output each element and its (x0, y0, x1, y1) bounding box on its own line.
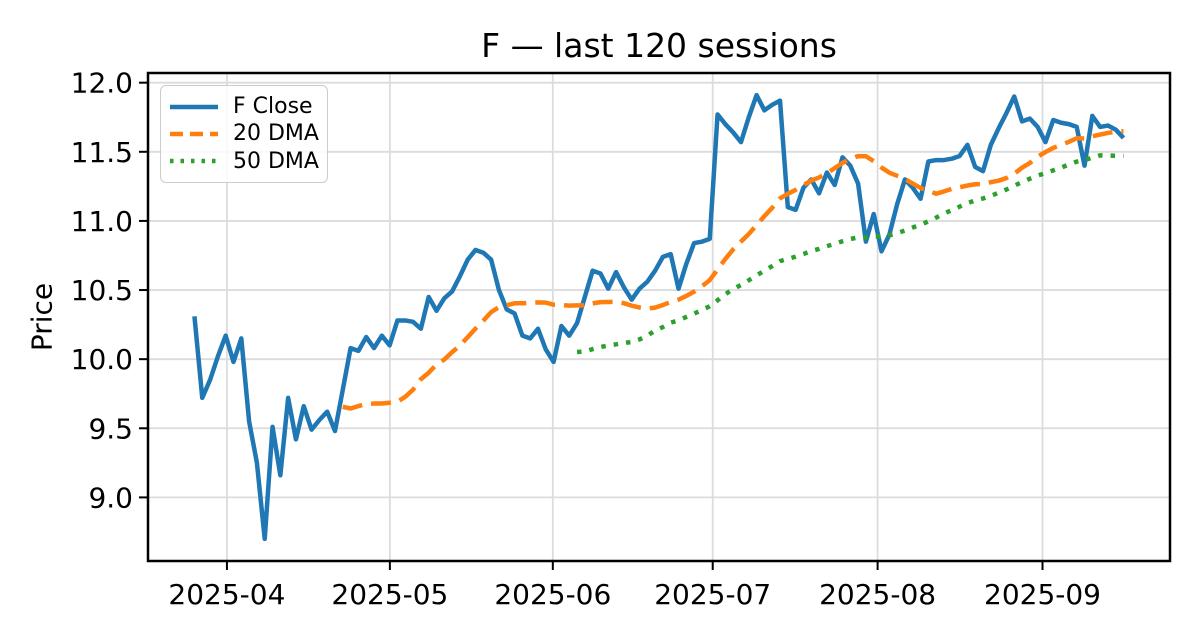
y-tick-label: 9.0 (88, 481, 133, 514)
dma20-line (342, 129, 1124, 411)
x-tick-label: 2025-04 (168, 578, 285, 611)
legend-label-close: F Close (233, 94, 313, 120)
axes-border (146, 71, 1172, 563)
legend: F Close 20 DMA 50 DMA (160, 85, 328, 183)
dotted-line-icon (170, 159, 218, 164)
legend-label-dma20: 20 DMA (233, 121, 319, 147)
dma50-line (576, 153, 1124, 355)
legend-item-dma20: 20 DMA (169, 121, 319, 147)
legend-item-dma50: 50 DMA (169, 148, 319, 174)
legend-label-dma50: 50 DMA (233, 148, 319, 174)
solid-line-icon (170, 104, 218, 109)
y-tick-label: 10.5 (71, 274, 133, 307)
dashed-line-icon (170, 131, 218, 137)
x-tick-label: 2025-07 (654, 578, 771, 611)
y-tick-label: 11.5 (71, 136, 133, 169)
y-tick-label: 10.0 (71, 343, 133, 376)
chart-title: F — last 120 sessions (481, 26, 837, 65)
close-price-line (192, 92, 1126, 542)
y-axis-label: Price (25, 282, 59, 352)
y-tick-label: 11.0 (71, 205, 133, 238)
x-tick-label: 2025-05 (331, 578, 448, 611)
x-tick-label: 2025-06 (494, 578, 611, 611)
y-tick-label: 9.5 (88, 412, 133, 445)
x-tick-label: 2025-08 (819, 578, 936, 611)
x-tick-label: 2025-09 (984, 578, 1101, 611)
legend-item-close: F Close (169, 94, 317, 119)
y-tick-label: 12.0 (71, 67, 133, 100)
